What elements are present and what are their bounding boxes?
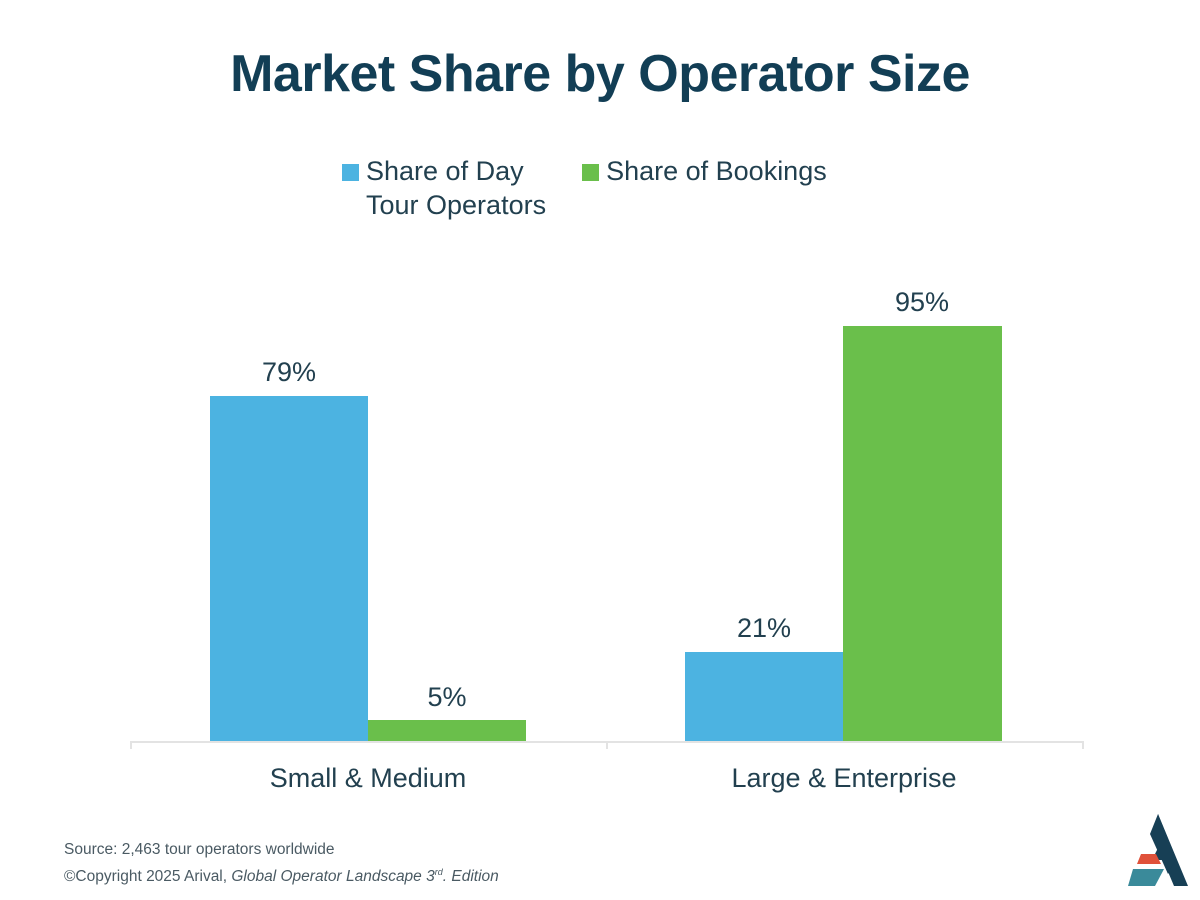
x-axis-category-label: Large & Enterprise (731, 763, 957, 793)
publication-title: Global Operator Landscape 3 (231, 868, 435, 886)
chart-title: Market Share by Operator Size (230, 45, 970, 103)
bar-small-medium-bookings (368, 720, 526, 741)
bar-large-enterprise-bookings (843, 326, 1002, 741)
data-label: 79% (261, 357, 317, 387)
arival-logo-icon (1128, 814, 1188, 886)
x-axis-tick (130, 741, 132, 749)
legend-item-bookings: Share of Bookings (582, 154, 827, 222)
legend-label: Share of Bookings (606, 156, 827, 186)
data-label: 5% (427, 682, 467, 712)
bar-large-enterprise-operators (685, 652, 843, 741)
data-label: 95% (894, 287, 950, 317)
copyright-prefix: ©Copyright 2025 Arival, (64, 868, 232, 886)
legend-item-operators: Share of Day Tour Operators (342, 154, 546, 222)
legend-swatch-blue (342, 164, 359, 181)
x-axis-tick (606, 741, 608, 749)
legend-swatch-green (582, 164, 600, 181)
source-note: Source: 2,463 tour operators worldwide (64, 841, 335, 858)
legend-label: Share of Day Tour Operators (366, 156, 547, 220)
x-axis-category-label: Small & Medium (269, 763, 467, 793)
ordinal-suffix: rd (434, 867, 443, 877)
x-axis-tick (1082, 741, 1084, 749)
bar-small-medium-operators (210, 396, 368, 741)
source-footer: Source: 2,463 tour operators worldwide ©… (64, 839, 499, 888)
copyright-note: ©Copyright 2025 Arival, Global Operator … (64, 861, 499, 888)
data-label: 21% (736, 613, 792, 643)
legend: Share of Day Tour Operators Share of Boo… (342, 154, 827, 222)
edition-label: . Edition (442, 868, 499, 886)
